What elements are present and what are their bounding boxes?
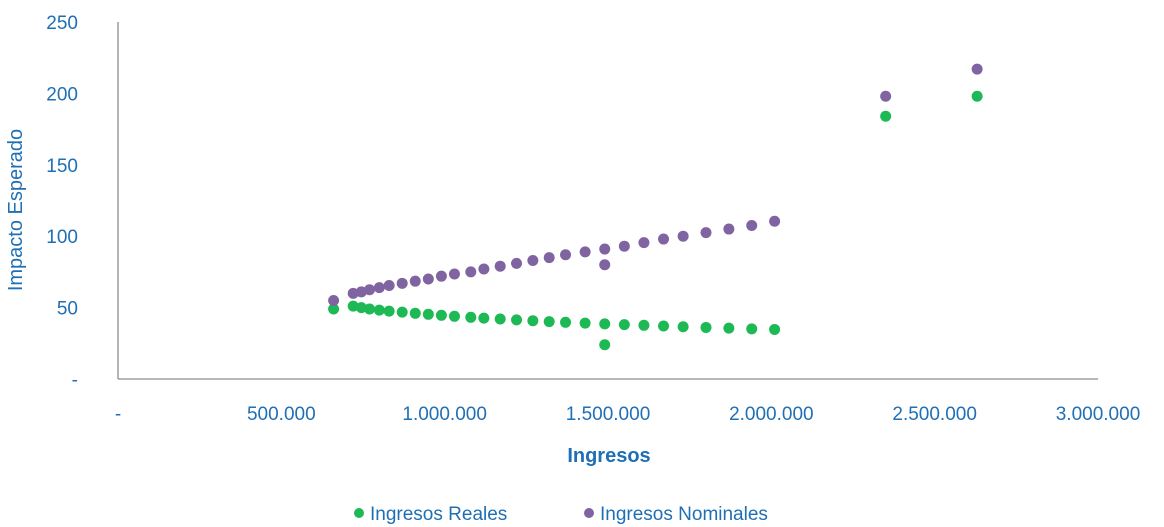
data-point — [448, 268, 460, 280]
data-point — [769, 215, 781, 227]
data-point — [435, 270, 447, 282]
data-point — [746, 219, 758, 231]
legend: Ingresos Reales Ingresos Nominales — [354, 504, 768, 525]
data-point — [409, 275, 421, 287]
data-point — [723, 322, 735, 334]
data-point — [971, 63, 983, 75]
data-point — [723, 223, 735, 235]
data-point — [422, 273, 434, 285]
legend-label-ingresos-nominales: Ingresos Nominales — [600, 504, 768, 525]
data-point — [543, 252, 555, 264]
data-point — [373, 304, 385, 316]
data-point — [700, 321, 712, 333]
legend-label-ingresos-reales: Ingresos Reales — [370, 504, 507, 525]
series-0 — [328, 90, 983, 351]
data-point — [465, 266, 477, 278]
data-point — [435, 309, 447, 321]
data-point — [579, 246, 591, 258]
y-tick-label: 100 — [46, 227, 78, 248]
data-point — [579, 317, 591, 329]
data-point — [383, 305, 395, 317]
x-tick-label: - — [115, 404, 121, 425]
data-point — [658, 320, 670, 332]
data-point — [494, 313, 506, 325]
data-point — [880, 110, 892, 122]
data-point — [599, 318, 611, 330]
data-point — [599, 259, 611, 271]
data-point — [478, 263, 490, 275]
data-point — [355, 302, 367, 314]
data-point — [746, 323, 758, 335]
data-point — [511, 257, 523, 269]
y-tick-label: 150 — [46, 156, 78, 177]
y-tick-labels: - 50 100 150 200 250 — [46, 13, 78, 391]
data-point — [396, 306, 408, 318]
data-point — [700, 227, 712, 239]
y-axis-title: Impacto Esperado — [5, 129, 27, 291]
data-point — [383, 279, 395, 291]
data-point — [364, 303, 376, 315]
data-point — [527, 254, 539, 266]
data-point — [560, 249, 572, 261]
data-point — [396, 277, 408, 289]
data-point — [527, 315, 539, 327]
x-tick-labels: - 500.000 1.000.000 1.500.000 2.000.000 2.500… — [115, 404, 1140, 425]
data-point — [465, 311, 477, 323]
data-point — [618, 240, 630, 252]
data-point — [971, 90, 983, 102]
data-point — [448, 310, 460, 322]
data-point — [677, 321, 689, 333]
legend-marker-ingresos-reales — [354, 508, 364, 518]
data-point — [328, 303, 340, 315]
x-tick-label: 3.000.000 — [1056, 404, 1141, 425]
data-point — [599, 243, 611, 255]
data-points — [328, 63, 983, 351]
data-point — [543, 316, 555, 328]
data-point — [347, 300, 359, 312]
data-point — [478, 312, 490, 324]
data-point — [511, 314, 523, 326]
data-point — [347, 287, 359, 299]
y-tick-label: 50 — [57, 299, 78, 320]
x-tick-label: 1.000.000 — [402, 404, 487, 425]
series-1 — [328, 63, 983, 306]
data-point — [560, 316, 572, 328]
data-point — [409, 307, 421, 319]
data-point — [677, 230, 689, 242]
data-point — [880, 90, 892, 102]
data-point — [658, 233, 670, 245]
x-tick-label: 2.000.000 — [729, 404, 814, 425]
data-point — [618, 319, 630, 331]
x-axis-title: Ingresos — [567, 445, 650, 467]
data-point — [328, 294, 340, 306]
data-point — [364, 284, 376, 296]
x-tick-label: 1.500.000 — [566, 404, 651, 425]
y-tick-label: 200 — [46, 84, 78, 105]
y-tick-label: - — [72, 370, 78, 391]
data-point — [373, 282, 385, 294]
x-tick-label: 500.000 — [247, 404, 316, 425]
data-point — [638, 319, 650, 331]
y-tick-label: 250 — [46, 13, 78, 34]
data-point — [769, 323, 781, 335]
legend-marker-ingresos-nominales — [584, 508, 594, 518]
data-point — [599, 339, 611, 351]
x-tick-label: 2.500.000 — [892, 404, 977, 425]
data-point — [638, 237, 650, 249]
data-point — [494, 260, 506, 272]
data-point — [422, 308, 434, 320]
axes — [117, 22, 1098, 380]
